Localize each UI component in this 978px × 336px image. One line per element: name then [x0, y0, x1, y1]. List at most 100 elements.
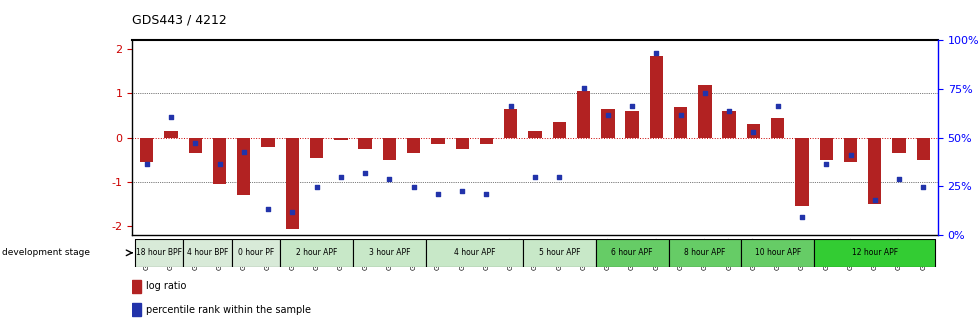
Point	[769, 103, 784, 109]
Point	[285, 209, 300, 215]
Bar	[911, 239, 935, 267]
Bar	[819, 138, 832, 160]
Bar	[668, 239, 740, 267]
Bar	[333, 138, 347, 140]
Point	[672, 112, 688, 117]
Text: 10 hour APF: 10 hour APF	[754, 248, 800, 257]
Bar	[450, 239, 474, 267]
Bar	[237, 138, 250, 195]
Bar	[716, 239, 740, 267]
Bar	[697, 85, 711, 138]
Point	[187, 140, 202, 146]
Point	[260, 206, 276, 211]
Bar	[740, 239, 765, 267]
Point	[890, 176, 906, 181]
Bar	[158, 239, 183, 267]
Bar	[382, 138, 396, 160]
Point	[721, 109, 736, 114]
Bar	[280, 239, 353, 267]
Text: percentile rank within the sample: percentile rank within the sample	[146, 305, 311, 315]
Bar	[571, 239, 595, 267]
Point	[624, 103, 640, 109]
Bar	[425, 239, 522, 267]
Bar	[595, 239, 619, 267]
Bar	[232, 239, 280, 267]
Point	[454, 188, 469, 194]
Bar	[576, 91, 590, 138]
Point	[647, 50, 663, 55]
Bar	[814, 239, 837, 267]
Point	[211, 162, 227, 167]
Text: 3 hour APF: 3 hour APF	[369, 248, 410, 257]
Point	[696, 91, 712, 96]
Bar	[644, 239, 668, 267]
Point	[526, 174, 542, 179]
Bar	[183, 239, 207, 267]
Bar	[843, 138, 857, 162]
Bar	[547, 239, 571, 267]
Point	[406, 185, 422, 190]
Bar	[740, 239, 814, 267]
Bar	[425, 239, 450, 267]
Point	[357, 170, 373, 176]
Bar	[455, 138, 468, 149]
Bar	[600, 109, 614, 138]
Bar	[132, 303, 141, 316]
Point	[236, 149, 251, 155]
Text: 5 hour APF: 5 hour APF	[538, 248, 579, 257]
Bar	[746, 124, 759, 138]
Bar	[479, 138, 493, 144]
Bar	[353, 239, 425, 267]
Bar	[771, 118, 783, 138]
Point	[163, 114, 179, 119]
Text: 18 hour BPF: 18 hour BPF	[136, 248, 182, 257]
Bar	[212, 138, 226, 184]
Point	[867, 197, 882, 203]
Bar	[625, 111, 638, 138]
Text: 0 hour PF: 0 hour PF	[238, 248, 274, 257]
Bar	[552, 122, 565, 138]
Bar	[528, 131, 541, 138]
Point	[333, 174, 348, 179]
Bar	[522, 239, 595, 267]
Bar	[765, 239, 789, 267]
Bar	[862, 239, 886, 267]
Point	[745, 130, 761, 135]
Bar	[692, 239, 716, 267]
Bar	[134, 239, 183, 267]
Bar	[140, 138, 154, 162]
Point	[308, 185, 324, 190]
Bar	[522, 239, 547, 267]
Text: log ratio: log ratio	[146, 281, 186, 291]
Text: development stage: development stage	[2, 248, 90, 257]
Bar	[668, 239, 692, 267]
Text: GDS443 / 4212: GDS443 / 4212	[132, 14, 227, 27]
Bar	[794, 138, 808, 206]
Point	[842, 153, 858, 158]
Bar	[867, 138, 880, 204]
Bar	[255, 239, 280, 267]
Bar	[132, 280, 141, 293]
Point	[429, 192, 445, 197]
Bar	[915, 138, 929, 160]
Bar	[280, 239, 304, 267]
Point	[478, 192, 494, 197]
Point	[575, 85, 591, 91]
Bar	[673, 107, 687, 138]
Bar	[722, 111, 735, 138]
Bar	[189, 138, 201, 153]
Bar	[407, 138, 420, 153]
Bar	[789, 239, 814, 267]
Bar	[619, 239, 644, 267]
Bar	[892, 138, 905, 153]
Point	[818, 162, 833, 167]
Bar	[207, 239, 232, 267]
Bar	[164, 131, 177, 138]
Bar	[431, 138, 444, 144]
Bar	[886, 239, 911, 267]
Bar	[401, 239, 425, 267]
Text: 6 hour APF: 6 hour APF	[610, 248, 652, 257]
Bar	[310, 138, 323, 158]
Bar	[353, 239, 377, 267]
Bar	[377, 239, 401, 267]
